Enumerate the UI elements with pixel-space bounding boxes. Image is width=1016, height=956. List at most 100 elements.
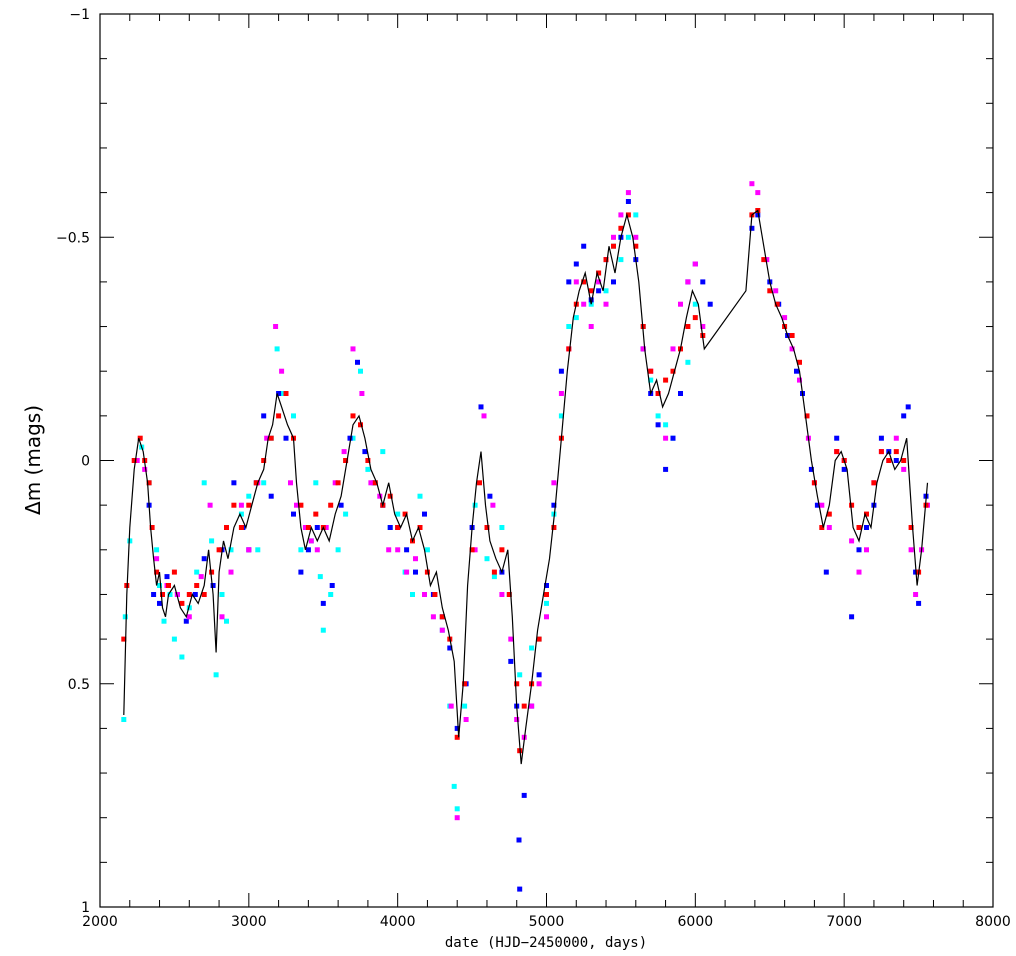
data-point	[347, 435, 353, 441]
data-point	[551, 525, 557, 530]
data-point	[276, 413, 282, 419]
data-point	[618, 257, 624, 263]
data-point	[410, 592, 415, 597]
data-point	[611, 243, 616, 249]
data-point	[893, 435, 899, 441]
data-point	[573, 261, 579, 267]
data-point	[238, 502, 244, 508]
data-point	[157, 583, 162, 588]
data-point	[633, 212, 639, 218]
data-point	[341, 449, 347, 455]
data-point	[905, 404, 911, 410]
data-point	[166, 583, 171, 588]
data-point	[477, 480, 482, 486]
data-point	[246, 502, 252, 508]
data-point	[305, 547, 311, 553]
data-point	[603, 301, 609, 307]
data-point	[588, 324, 594, 329]
data-point	[207, 502, 213, 508]
data-point	[283, 435, 289, 441]
data-point	[291, 413, 296, 419]
data-point	[194, 569, 200, 575]
data-point	[313, 480, 319, 486]
data-point	[856, 525, 862, 530]
data-point	[663, 422, 669, 428]
data-point	[789, 333, 795, 338]
data-point	[707, 301, 713, 307]
data-point	[402, 511, 408, 517]
data-point	[439, 614, 445, 620]
data-point	[350, 346, 356, 352]
data-point	[469, 547, 475, 553]
data-point	[387, 493, 393, 499]
data-point	[886, 458, 892, 463]
data-point	[424, 569, 430, 575]
data-point	[625, 212, 631, 218]
data-point	[216, 547, 222, 553]
data-point	[819, 502, 825, 508]
data-point	[700, 279, 706, 285]
data-point	[380, 449, 386, 455]
data-point	[261, 413, 267, 419]
data-point	[611, 234, 616, 240]
data-point	[424, 547, 430, 553]
data-point	[640, 346, 646, 352]
data-point	[302, 525, 308, 530]
data-point	[422, 511, 427, 517]
data-point	[231, 502, 237, 508]
data-point	[314, 525, 320, 530]
data-point	[255, 547, 261, 553]
data-point	[490, 502, 496, 508]
data-point	[261, 480, 267, 486]
x-tick-label: 5000	[529, 914, 565, 930]
data-point	[603, 288, 609, 294]
y-tick-label: −1	[69, 7, 90, 23]
data-point	[201, 592, 207, 597]
data-point	[462, 681, 468, 687]
data-point	[171, 636, 177, 642]
data-point	[404, 547, 410, 553]
data-point	[179, 654, 185, 660]
data-point	[231, 480, 237, 486]
data-point	[122, 614, 128, 620]
data-point	[294, 502, 299, 508]
data-point	[350, 435, 356, 441]
x-tick-label: 3000	[231, 914, 267, 930]
data-point	[210, 583, 216, 588]
data-point	[499, 547, 505, 553]
data-point	[521, 792, 527, 798]
x-axis-label: date (HJD−2450000, days)	[445, 935, 647, 951]
data-point	[804, 413, 810, 419]
data-point	[901, 458, 907, 463]
data-point	[430, 614, 436, 620]
data-point	[201, 480, 207, 486]
data-point	[253, 480, 259, 486]
data-point	[841, 466, 847, 472]
data-point	[484, 556, 490, 562]
data-point	[755, 212, 761, 218]
data-point	[422, 592, 427, 597]
data-point	[849, 538, 855, 544]
data-point	[432, 592, 438, 597]
data-point	[201, 556, 207, 562]
data-point	[167, 592, 173, 597]
data-point	[448, 703, 454, 709]
data-point	[893, 458, 899, 463]
data-point	[678, 301, 683, 307]
data-point	[413, 556, 418, 562]
data-point	[413, 569, 418, 575]
data-point	[134, 458, 140, 463]
data-point	[685, 324, 691, 329]
data-point	[320, 627, 326, 633]
data-point	[529, 703, 535, 709]
data-point	[774, 301, 780, 307]
data-point	[179, 600, 185, 606]
data-point	[663, 377, 669, 383]
data-point	[625, 190, 631, 196]
data-point	[834, 435, 840, 441]
data-point	[358, 368, 363, 374]
data-point	[279, 368, 285, 374]
data-point	[536, 672, 542, 678]
data-point	[761, 257, 767, 263]
